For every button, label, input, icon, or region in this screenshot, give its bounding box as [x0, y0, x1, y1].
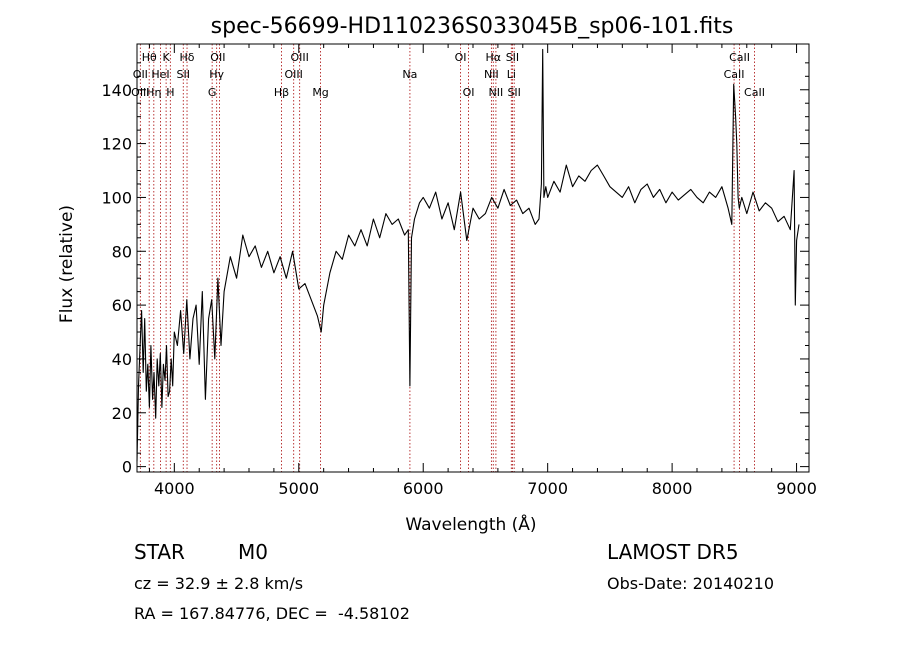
redshift-cz: cz = 32.9 ± 2.8 km/s	[134, 574, 304, 593]
line-annotation: G	[208, 86, 217, 99]
line-annotation: H	[166, 86, 174, 99]
line-annotation: NII	[489, 86, 504, 99]
plot-frame	[136, 43, 810, 473]
line-annotation: SII	[507, 86, 520, 99]
line-annotation: SII	[506, 51, 519, 64]
line-annotation: Hγ	[209, 68, 224, 81]
y-axis-label: Flux (relative)	[57, 205, 77, 323]
line-annotation: Hα	[486, 51, 502, 64]
y-tick-label: 20	[112, 404, 132, 423]
line-annotation: OII	[210, 51, 225, 64]
survey-name: LAMOST DR5	[607, 540, 739, 564]
x-tick-label: 5000	[278, 479, 319, 498]
line-annotation: Hδ	[180, 51, 195, 64]
y-tick-label: 100	[101, 188, 132, 207]
line-annotation: Hβ	[274, 86, 289, 99]
line-annotation: OI	[455, 51, 467, 64]
x-tick-label: 7000	[527, 479, 568, 498]
coordinates: RA = 167.84776, DEC = -4.58102	[134, 604, 410, 623]
line-annotation: Hη	[146, 86, 161, 99]
observation-date: Obs-Date: 20140210	[607, 574, 775, 593]
object-type: STAR	[134, 540, 185, 564]
y-tick-label: 40	[112, 350, 132, 369]
y-tick-label: 60	[112, 296, 132, 315]
line-annotation: OII	[133, 68, 148, 81]
spectral-subclass: M0	[238, 540, 268, 564]
line-annotation: OIII	[131, 86, 149, 99]
spectrum-series	[136, 48, 800, 462]
x-tick-label: 4000	[154, 479, 195, 498]
spectrum-line	[136, 48, 800, 462]
x-axis-label: Wavelength (Å)	[405, 513, 536, 535]
axis-ticks: 4000 5000 6000 7000 8000 9000 0 20 40 60 80 100 120 1…	[101, 44, 817, 498]
x-tick-label: 8000	[652, 479, 693, 498]
line-annotation: CaII	[724, 68, 745, 81]
y-tick-label: 80	[112, 242, 132, 261]
line-annotation: Na	[402, 68, 417, 81]
line-annotation: Li	[507, 68, 516, 81]
line-annotation: Hθ	[142, 51, 157, 64]
line-annotation: SII	[177, 68, 190, 81]
x-tick-label: 9000	[776, 479, 817, 498]
line-annotation: Mg	[312, 86, 328, 99]
line-annotation: CaII	[729, 51, 750, 64]
y-tick-label: 140	[101, 81, 132, 100]
line-annotation: NII	[484, 68, 499, 81]
y-tick-label: 120	[101, 135, 132, 154]
spectral-line-markers	[139, 44, 755, 472]
line-annotation: OIII	[284, 68, 302, 81]
y-tick-label: 0	[122, 458, 132, 477]
chart-title: spec-56699-HD110236S033045B_sp06-101.fit…	[211, 14, 734, 39]
x-tick-label: 6000	[403, 479, 444, 498]
line-annotation: CaII	[744, 86, 765, 99]
line-annotation: HeI	[151, 68, 169, 81]
line-annotation: K	[163, 51, 171, 64]
line-annotation: OIII	[290, 51, 308, 64]
line-annotation: OI	[463, 86, 475, 99]
